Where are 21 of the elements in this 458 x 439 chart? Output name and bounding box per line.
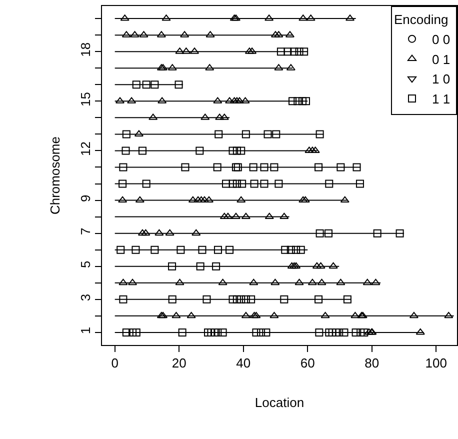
x-tick-label: 100 (425, 356, 447, 371)
x-axis-title: Location (254, 395, 304, 410)
legend-label: 0 0 (432, 32, 450, 47)
y-tick-label: 7 (78, 228, 93, 235)
y-tick-label: 1 (78, 326, 93, 334)
x-tick-label: 40 (236, 356, 251, 371)
y-axis-title: Chromosome (48, 136, 63, 215)
x-tick-label: 80 (364, 356, 380, 371)
legend-label: 0 1 (432, 52, 450, 67)
y-tick-label: 9 (78, 194, 93, 202)
y-tick-label: 12 (78, 142, 93, 156)
x-tick-label: 20 (172, 356, 186, 371)
y-tick-label: 18 (78, 42, 93, 57)
x-tick-label: 0 (111, 356, 118, 371)
y-tick-label: 15 (78, 92, 93, 106)
legend-title: Encoding (394, 12, 448, 27)
legend-label: 1 1 (432, 92, 450, 107)
x-tick-label: 60 (300, 356, 315, 371)
legend-label: 1 0 (432, 72, 450, 87)
y-tick-label: 5 (78, 260, 93, 268)
y-tick-label: 3 (78, 294, 93, 302)
